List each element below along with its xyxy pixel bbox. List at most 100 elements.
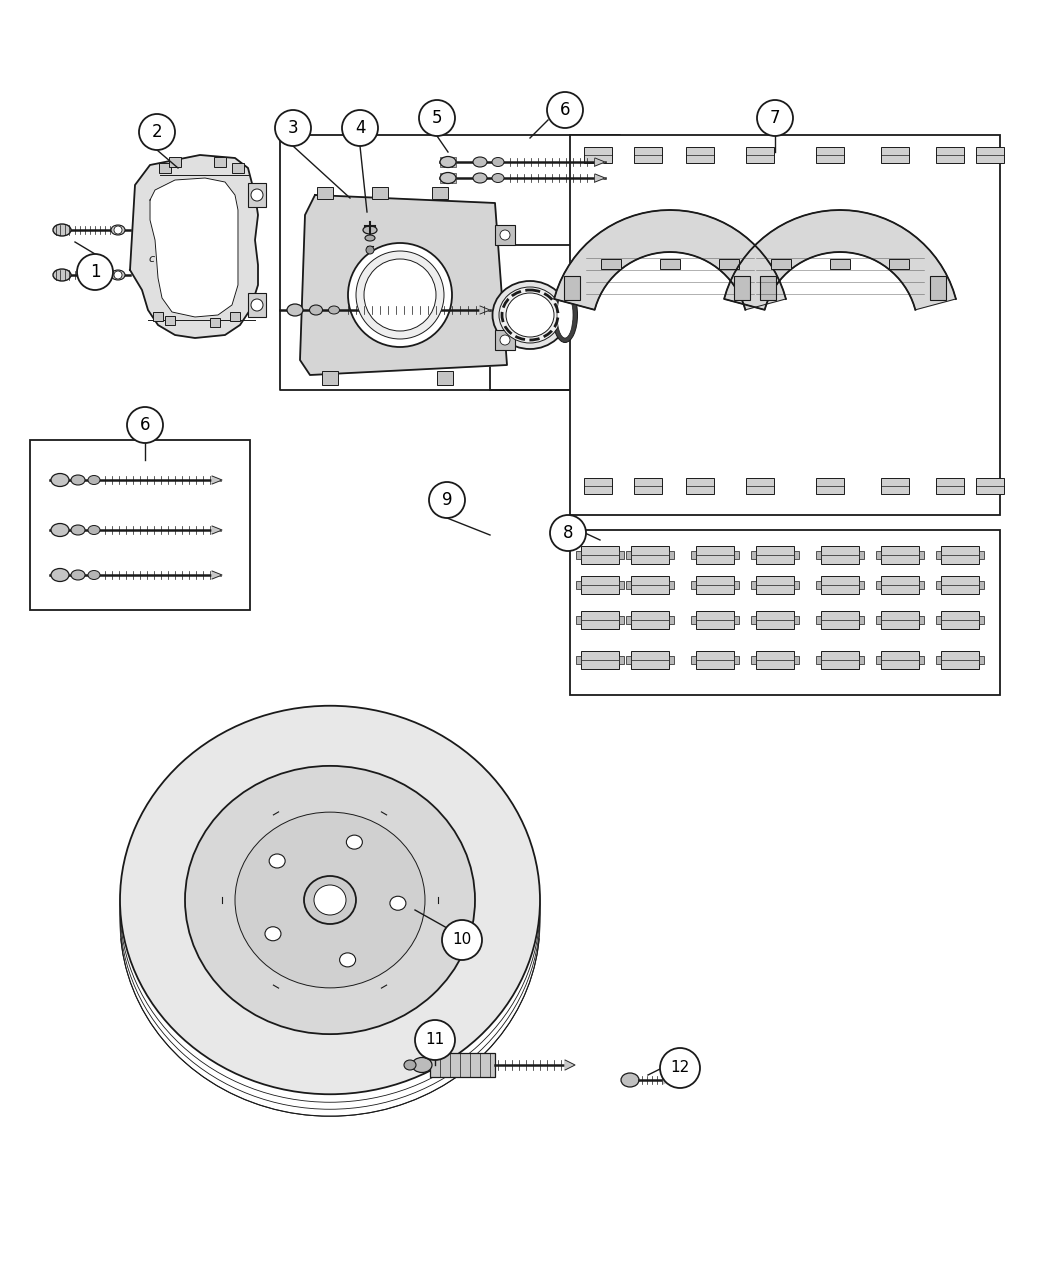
FancyBboxPatch shape: [830, 259, 850, 269]
FancyBboxPatch shape: [881, 576, 919, 594]
Ellipse shape: [499, 287, 561, 343]
FancyBboxPatch shape: [230, 312, 240, 321]
Ellipse shape: [310, 305, 322, 315]
FancyBboxPatch shape: [859, 551, 864, 558]
FancyBboxPatch shape: [495, 330, 514, 351]
FancyBboxPatch shape: [660, 259, 680, 269]
FancyBboxPatch shape: [941, 576, 979, 594]
FancyBboxPatch shape: [444, 157, 448, 167]
Polygon shape: [130, 156, 258, 338]
FancyBboxPatch shape: [816, 657, 821, 664]
FancyBboxPatch shape: [756, 546, 794, 564]
Text: 8: 8: [563, 524, 573, 542]
FancyBboxPatch shape: [760, 275, 776, 300]
FancyBboxPatch shape: [859, 581, 864, 589]
FancyBboxPatch shape: [976, 478, 1004, 493]
Text: 7: 7: [770, 108, 780, 128]
FancyBboxPatch shape: [634, 147, 662, 163]
Ellipse shape: [111, 224, 125, 235]
Circle shape: [550, 515, 586, 551]
Circle shape: [547, 92, 583, 128]
Circle shape: [139, 113, 175, 150]
FancyBboxPatch shape: [581, 652, 620, 669]
Circle shape: [366, 246, 374, 254]
FancyBboxPatch shape: [751, 657, 756, 664]
FancyBboxPatch shape: [620, 616, 624, 623]
FancyBboxPatch shape: [821, 611, 859, 629]
Circle shape: [429, 482, 465, 518]
FancyBboxPatch shape: [756, 652, 794, 669]
Ellipse shape: [314, 885, 346, 915]
FancyBboxPatch shape: [876, 616, 881, 623]
FancyBboxPatch shape: [746, 147, 774, 163]
Ellipse shape: [111, 270, 125, 280]
FancyBboxPatch shape: [564, 275, 580, 300]
FancyBboxPatch shape: [696, 652, 734, 669]
Ellipse shape: [329, 306, 339, 314]
Ellipse shape: [265, 927, 281, 941]
FancyBboxPatch shape: [317, 187, 333, 199]
Text: 2: 2: [151, 122, 163, 142]
FancyBboxPatch shape: [734, 616, 739, 623]
Ellipse shape: [440, 172, 456, 184]
Text: 6: 6: [560, 101, 570, 119]
FancyBboxPatch shape: [876, 581, 881, 589]
FancyBboxPatch shape: [859, 616, 864, 623]
FancyBboxPatch shape: [448, 173, 451, 184]
Ellipse shape: [472, 157, 487, 167]
Polygon shape: [565, 1060, 575, 1070]
FancyBboxPatch shape: [669, 616, 674, 623]
FancyBboxPatch shape: [631, 546, 669, 564]
Text: 5: 5: [432, 108, 442, 128]
Text: 3: 3: [288, 119, 298, 136]
Ellipse shape: [365, 235, 375, 241]
FancyBboxPatch shape: [794, 657, 799, 664]
Circle shape: [342, 110, 378, 147]
Circle shape: [275, 110, 311, 147]
FancyBboxPatch shape: [821, 576, 859, 594]
FancyBboxPatch shape: [979, 551, 984, 558]
Circle shape: [442, 921, 482, 960]
FancyBboxPatch shape: [696, 576, 734, 594]
FancyBboxPatch shape: [936, 581, 941, 589]
Text: c: c: [148, 254, 154, 264]
FancyBboxPatch shape: [756, 576, 794, 594]
Text: 10: 10: [453, 932, 471, 947]
FancyBboxPatch shape: [976, 147, 1004, 163]
FancyBboxPatch shape: [210, 317, 220, 326]
Ellipse shape: [51, 473, 69, 487]
FancyBboxPatch shape: [584, 147, 612, 163]
FancyBboxPatch shape: [821, 652, 859, 669]
Ellipse shape: [363, 226, 377, 235]
Ellipse shape: [304, 876, 356, 924]
FancyBboxPatch shape: [746, 478, 774, 493]
FancyBboxPatch shape: [691, 657, 696, 664]
Polygon shape: [554, 210, 785, 310]
FancyBboxPatch shape: [691, 551, 696, 558]
Circle shape: [356, 251, 444, 339]
Ellipse shape: [235, 812, 425, 988]
Circle shape: [660, 1048, 700, 1088]
Ellipse shape: [51, 524, 69, 537]
FancyBboxPatch shape: [669, 551, 674, 558]
FancyBboxPatch shape: [153, 312, 163, 321]
FancyBboxPatch shape: [816, 581, 821, 589]
Circle shape: [500, 230, 510, 240]
FancyBboxPatch shape: [570, 530, 1000, 695]
FancyBboxPatch shape: [626, 657, 631, 664]
FancyBboxPatch shape: [734, 657, 739, 664]
FancyBboxPatch shape: [626, 551, 631, 558]
FancyBboxPatch shape: [669, 581, 674, 589]
Polygon shape: [595, 158, 605, 166]
FancyBboxPatch shape: [581, 611, 620, 629]
FancyBboxPatch shape: [452, 173, 456, 184]
FancyBboxPatch shape: [169, 157, 181, 167]
FancyBboxPatch shape: [495, 224, 514, 245]
FancyBboxPatch shape: [734, 275, 750, 300]
Text: 1: 1: [89, 263, 101, 280]
FancyBboxPatch shape: [631, 576, 669, 594]
FancyBboxPatch shape: [576, 581, 581, 589]
Polygon shape: [663, 1076, 670, 1084]
FancyBboxPatch shape: [626, 581, 631, 589]
FancyBboxPatch shape: [631, 652, 669, 669]
